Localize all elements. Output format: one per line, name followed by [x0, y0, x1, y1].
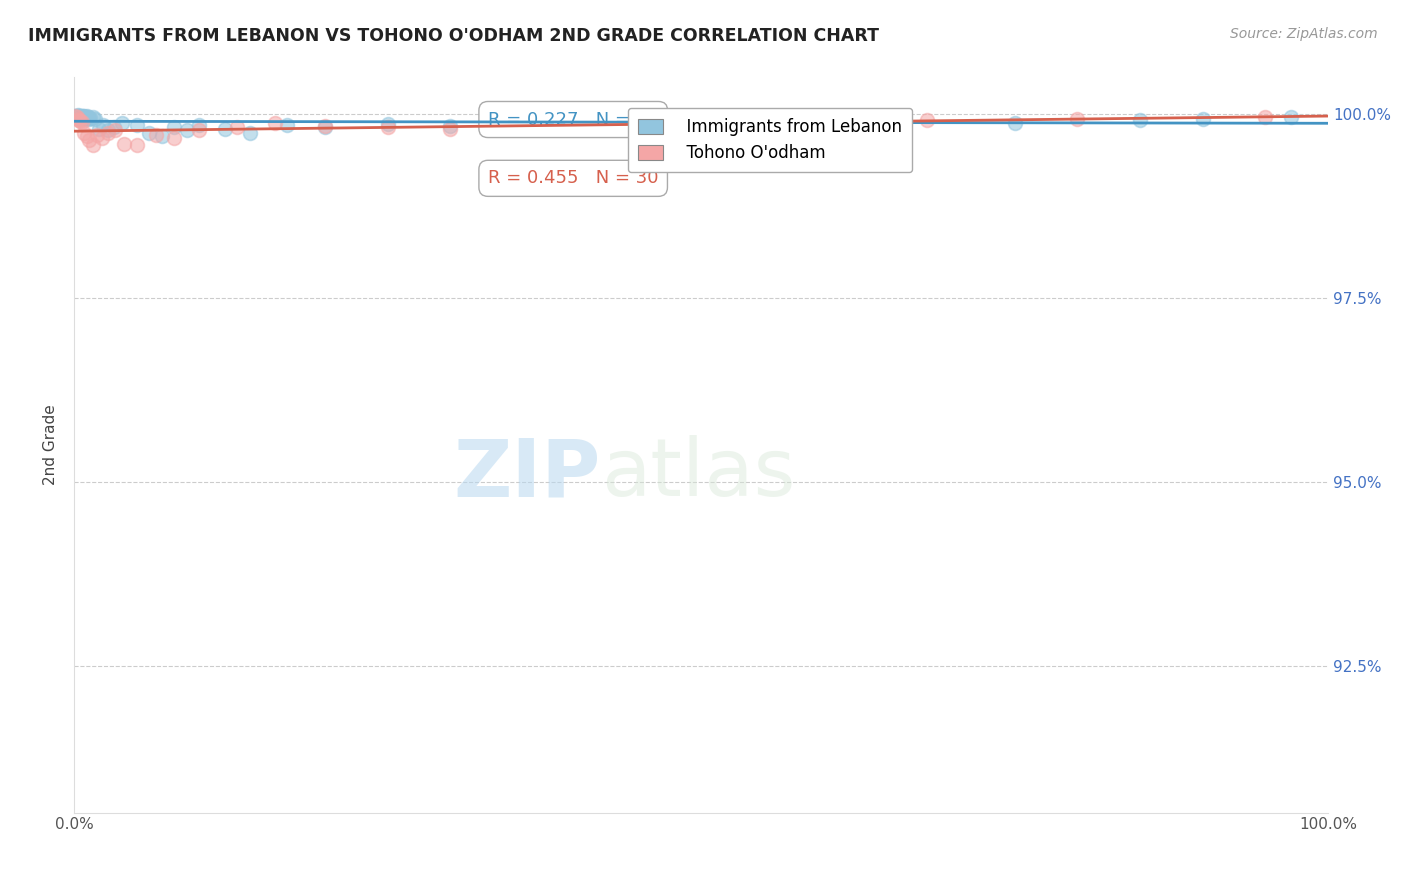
Point	[1279, 110, 1302, 124]
Point	[188, 118, 211, 132]
Point	[66, 109, 89, 123]
Point	[226, 120, 249, 135]
Text: ZIP: ZIP	[454, 435, 600, 514]
Point	[314, 120, 336, 135]
Point	[76, 109, 98, 123]
Point	[65, 109, 87, 123]
Point	[97, 126, 120, 140]
Point	[188, 123, 211, 137]
Text: R = 0.227   N = 51: R = 0.227 N = 51	[488, 111, 658, 128]
Point	[1066, 112, 1088, 126]
Point	[67, 112, 90, 126]
Point	[150, 129, 173, 144]
Point	[652, 116, 675, 130]
Point	[263, 116, 285, 130]
Text: atlas: atlas	[600, 435, 796, 514]
Text: R = 0.455   N = 30: R = 0.455 N = 30	[488, 169, 658, 187]
Point	[877, 114, 900, 128]
Point	[690, 116, 713, 130]
Point	[86, 128, 108, 142]
Point	[138, 126, 160, 140]
Point	[82, 110, 104, 124]
Point	[163, 120, 186, 135]
Text: IMMIGRANTS FROM LEBANON VS TOHONO O'ODHAM 2ND GRADE CORRELATION CHART: IMMIGRANTS FROM LEBANON VS TOHONO O'ODHA…	[28, 27, 879, 45]
Legend:   Immigrants from Lebanon,   Tohono O'odham: Immigrants from Lebanon, Tohono O'odham	[628, 108, 912, 172]
Point	[72, 110, 94, 124]
Point	[65, 110, 87, 124]
Point	[111, 116, 134, 130]
Point	[1129, 113, 1152, 128]
Point	[65, 110, 87, 124]
Point	[65, 109, 87, 123]
Point	[72, 109, 94, 123]
Point	[84, 112, 107, 127]
Point	[377, 120, 399, 135]
Point	[77, 112, 100, 126]
Point	[502, 116, 524, 130]
Text: Source: ZipAtlas.com: Source: ZipAtlas.com	[1230, 27, 1378, 41]
Point	[103, 120, 125, 135]
Point	[73, 126, 96, 140]
Point	[145, 128, 167, 142]
Point	[77, 110, 100, 124]
Point	[76, 111, 98, 125]
Point	[66, 112, 89, 126]
Point	[176, 123, 198, 137]
Point	[915, 113, 938, 128]
Point	[69, 109, 91, 123]
Point	[778, 114, 800, 128]
Point	[439, 122, 461, 136]
Point	[66, 108, 89, 122]
Point	[104, 123, 127, 137]
Point	[69, 110, 91, 124]
Point	[79, 111, 101, 125]
Point	[76, 129, 98, 144]
Point	[163, 130, 186, 145]
Point	[82, 138, 104, 153]
Point	[91, 118, 114, 132]
Point	[70, 111, 93, 125]
Point	[377, 118, 399, 132]
Y-axis label: 2nd Grade: 2nd Grade	[44, 405, 58, 485]
Point	[90, 130, 112, 145]
Point	[75, 112, 97, 127]
Point	[276, 118, 298, 132]
Point	[89, 122, 111, 136]
Point	[564, 118, 586, 132]
Point	[752, 118, 775, 132]
Point	[214, 122, 236, 136]
Point	[125, 138, 148, 153]
Point	[66, 111, 89, 125]
Point	[1004, 116, 1026, 130]
Point	[439, 119, 461, 133]
Point	[73, 111, 96, 125]
Point	[1254, 110, 1277, 124]
Point	[70, 115, 93, 129]
Point	[73, 109, 96, 123]
Point	[1191, 112, 1213, 126]
Point	[125, 118, 148, 132]
Point	[112, 136, 135, 151]
Point	[67, 110, 90, 124]
Point	[239, 126, 262, 140]
Point	[65, 109, 87, 123]
Point	[77, 133, 100, 147]
Point	[69, 113, 91, 128]
Point	[540, 118, 562, 132]
Point	[70, 109, 93, 123]
Point	[314, 119, 336, 133]
Point	[67, 109, 90, 123]
Point	[97, 123, 120, 137]
Point	[67, 113, 90, 128]
